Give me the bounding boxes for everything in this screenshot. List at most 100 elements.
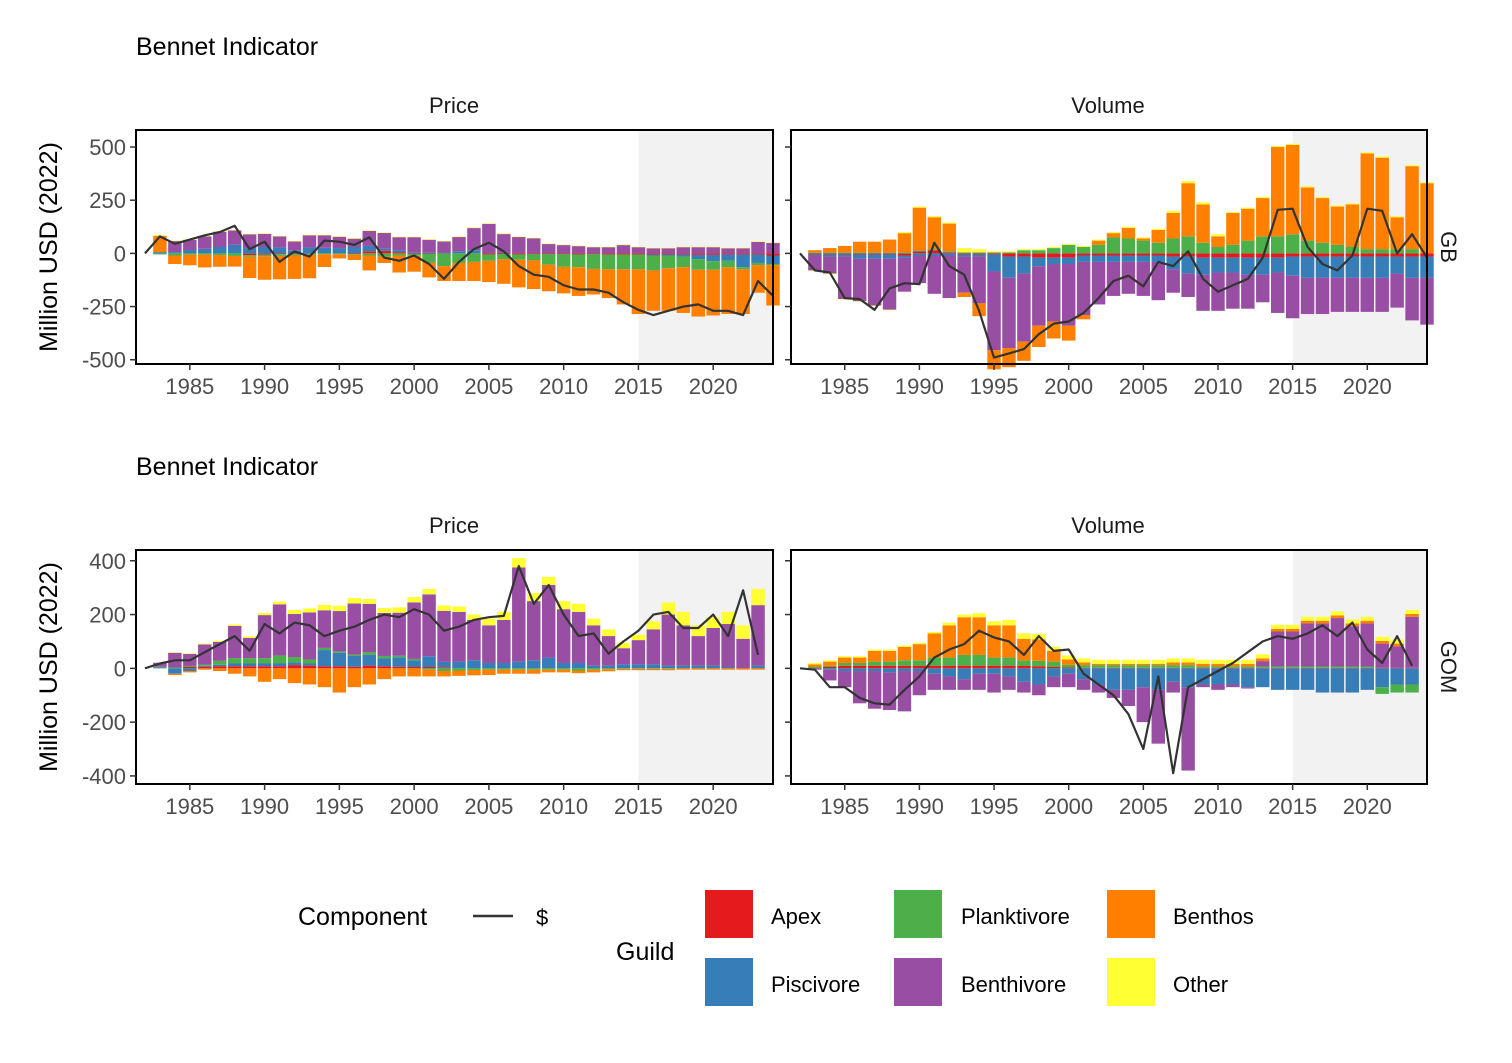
bar-gom-volume-apex-1994: [972, 665, 986, 669]
bar-gom-volume-apex-2008: [1181, 667, 1195, 669]
bar-gom-volume-piscivore-1991: [927, 668, 942, 674]
bar-gom-price-benthivore-2020: [706, 628, 720, 666]
bar-gb-volume-other-2012: [1241, 207, 1255, 209]
bar-gb-volume-apex-1987: [867, 253, 882, 255]
bar-gom-price-other-1995: [332, 605, 347, 612]
bar-gom-volume-benthos-1987: [867, 650, 882, 662]
bar-gb-price-planktivore-1993: [302, 253, 317, 255]
bar-gb-price-apex-2006: [497, 253, 511, 255]
bar-gom-price-other-2023: [751, 589, 765, 606]
bar-gom-volume-apex-2021: [1375, 667, 1389, 669]
bar-gom-price-benthos-2011: [571, 670, 586, 674]
x-tick-label-gom-price-2015: 2015: [614, 794, 663, 819]
bar-gom-volume-benthos-2023: [1405, 614, 1419, 617]
bar-gb-volume-apex-2016: [1300, 253, 1315, 257]
bar-gom-volume-other-1986: [852, 656, 867, 658]
bar-gb-volume-apex-1985: [838, 253, 852, 255]
bar-gb-volume-piscivore-1999: [1047, 257, 1061, 265]
bar-gom-volume-apex-1987: [867, 665, 882, 669]
bar-gb-volume-piscivore-2014: [1270, 257, 1285, 273]
bar-gb-volume-piscivore-2011: [1226, 257, 1240, 273]
bar-gom-price-planktivore-1995: [332, 651, 347, 653]
bar-gom-volume-apex-1989: [897, 665, 912, 669]
bar-gom-price-benthivore-2022: [736, 638, 750, 669]
bar-gom-price-apex-1997: [362, 665, 376, 669]
bar-gom-price-benthivore-2000: [407, 602, 421, 659]
bar-gom-price-benthos-2003: [452, 670, 466, 676]
bar-gom-volume-benthivore-1992: [942, 676, 956, 690]
bar-gb-volume-apex-2021: [1375, 253, 1389, 257]
bar-gb-volume-other-2013: [1256, 197, 1270, 199]
bar-gom-price-benthos-2014: [616, 668, 631, 671]
bar-gom-volume-benthos-2022: [1390, 643, 1404, 647]
bar-gb-price-planktivore-1983: [153, 253, 167, 255]
bar-gom-volume-planktivore-1987: [867, 661, 882, 666]
x-tick-label-gb-volume-2005: 2005: [1119, 374, 1168, 399]
bar-gb-price-benthos-1996: [347, 254, 362, 260]
bar-gb-volume-other-2020: [1360, 152, 1374, 154]
bar-gb-price-planktivore-2002: [437, 253, 451, 267]
bar-gom-price-piscivore-1988: [227, 663, 242, 667]
bar-gom-price-other-1996: [347, 598, 362, 604]
bar-gb-volume-planktivore-2019: [1345, 247, 1360, 254]
bar-gom-volume-piscivore-2022: [1390, 668, 1404, 685]
bar-gb-volume-apex-2000: [1061, 253, 1076, 258]
bar-gb-volume-benthivore-1996: [1002, 277, 1016, 349]
bar-gb-price-benthivore-1986: [198, 236, 212, 249]
bar-gb-volume-apex-2015: [1285, 253, 1300, 257]
bar-gb-price-piscivore-2000: [407, 252, 421, 254]
bar-gb-price-planktivore-2017: [661, 255, 676, 269]
bar-gb-volume-apex-1997: [1017, 253, 1031, 257]
x-tick-label-gb-price-1990: 1990: [240, 374, 289, 399]
bar-gb-price-planktivore-2009: [541, 254, 556, 265]
bar-gom-price-benthos-2022: [736, 668, 750, 670]
bar-gb-price-piscivore-2006: [497, 252, 511, 254]
bar-gb-price-planktivore-1997: [362, 253, 376, 256]
bar-gom-price-benthivore-2001: [422, 594, 436, 657]
bar-gom-volume-apex-1996: [1002, 665, 1016, 669]
bar-gom-volume-apex-2010: [1211, 667, 1225, 669]
x-tick-label-gom-volume-2020: 2020: [1343, 794, 1392, 819]
bar-gom-volume-other-2005: [1136, 659, 1151, 664]
bar-gb-volume-piscivore-2010: [1211, 257, 1225, 273]
bar-gom-volume-apex-2018: [1330, 667, 1345, 669]
bar-gb-volume-benthos-2014: [1270, 147, 1285, 237]
bar-gb-price-piscivore-2017: [661, 254, 676, 256]
bar-gb-volume-benthos-2020: [1360, 153, 1374, 250]
bar-gb-price-benthivore-2004: [467, 227, 481, 251]
bar-gom-volume-piscivore-1987: [867, 668, 882, 672]
bar-gb-price-apex-1998: [377, 250, 391, 254]
bar-gb-price-benthivore-2001: [422, 239, 436, 253]
bar-gom-volume-benthivore-2013: [1256, 661, 1270, 667]
bar-gom-price-benthos-1984: [168, 673, 182, 676]
bar-gb-price-apex-1990: [257, 253, 272, 255]
bar-gb-price-other-2023: [751, 241, 765, 242]
bar-gom-price-planktivore-2011: [571, 668, 586, 671]
bar-gb-price-benthos-1993: [302, 254, 317, 279]
bar-gb-volume-benthivore-2023: [1405, 277, 1419, 321]
bar-gom-price-apex-1992: [287, 665, 302, 669]
bar-gom-price-other-2005: [482, 618, 496, 626]
bar-gom-price-benthos-1993: [302, 668, 317, 685]
bar-gb-volume-benthivore-2001: [1076, 261, 1091, 316]
bar-gb-volume-other-2005: [1136, 237, 1151, 239]
bar-gb-volume-planktivore-1995: [987, 252, 1001, 254]
bar-gom-volume-planktivore-1995: [987, 657, 1001, 666]
bar-gom-volume-planktivore-1992: [942, 657, 956, 666]
bar-gb-volume-benthos-2011: [1226, 212, 1240, 245]
x-tick-label-gom-price-2000: 2000: [390, 794, 439, 819]
bar-gb-volume-benthivore-1994: [972, 256, 986, 304]
bar-gb-volume-other-2006: [1151, 228, 1165, 230]
bar-gb-price-apex-2017: [661, 253, 676, 255]
bar-gom-volume-benthos-2015: [1285, 628, 1300, 632]
bar-gb-volume-apex-1990: [912, 251, 927, 254]
bar-gom-volume-piscivore-2018: [1330, 668, 1345, 693]
bar-gb-price-other-2014: [616, 244, 631, 246]
bar-gom-volume-planktivore-2017: [1315, 666, 1330, 668]
bar-gb-volume-apex-1989: [897, 253, 912, 256]
bar-gom-price-benthivore-2003: [452, 611, 466, 662]
bar-gom-volume-apex-2005: [1136, 667, 1151, 669]
bar-gom-volume-piscivore-1984: [823, 668, 837, 670]
bar-gom-volume-piscivore-1995: [987, 668, 1001, 674]
bar-gb-volume-planktivore-2004: [1121, 238, 1136, 254]
